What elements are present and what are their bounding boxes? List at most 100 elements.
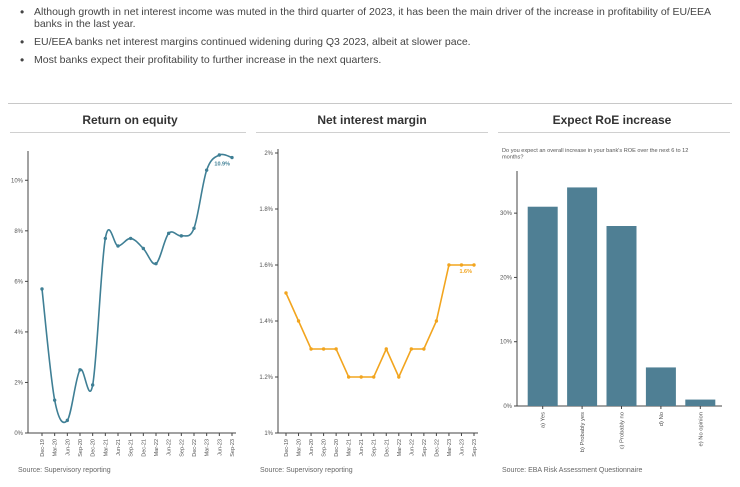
y-tick-label: 1% (264, 431, 273, 437)
y-tick-label: 1.2% (259, 375, 273, 381)
data-point (65, 418, 70, 423)
bullet-item: Most banks expect their profitability to… (14, 54, 730, 66)
data-point (154, 261, 158, 266)
data-point (397, 375, 401, 379)
data-point (52, 398, 57, 402)
data-point (78, 368, 82, 372)
x-tick-label: Jun-23 (459, 439, 465, 456)
data-point (217, 153, 222, 157)
x-tick-label: Sep-21 (372, 439, 378, 457)
y-tick-label: 1.4% (259, 319, 273, 325)
y-tick-label: 0% (503, 404, 512, 410)
x-tick-label: Dec-20 (91, 439, 97, 457)
x-tick-label: Dec-22 (434, 439, 440, 457)
data-point (90, 383, 95, 387)
x-tick-label: Mar-20 (53, 439, 59, 456)
x-tick-label: a) Yes (541, 412, 547, 428)
x-tick-label: Mar-20 (297, 439, 303, 456)
nim-chart-title: Net interest margin (317, 113, 427, 127)
y-tick-label: 10% (500, 340, 513, 346)
data-point (459, 263, 464, 267)
series-line (285, 264, 474, 379)
y-tick-label: 4% (14, 330, 23, 336)
roe-expectation-bar-chart: Do you expect an overall increase in you… (500, 148, 722, 452)
y-tick-label: 2% (14, 380, 23, 386)
section-divider (8, 103, 732, 104)
y-tick-label: 10% (11, 178, 24, 184)
x-tick-label: Dec-22 (192, 439, 198, 457)
y-tick-label: 8% (14, 229, 23, 235)
data-point (296, 319, 301, 323)
bar (685, 399, 716, 406)
data-point (472, 263, 476, 267)
data-point (116, 244, 120, 248)
x-tick-label: Sep-21 (129, 439, 135, 457)
x-tick-label: Mar-22 (397, 439, 403, 456)
data-point (204, 168, 209, 172)
data-point (447, 263, 451, 267)
roe-chart-title: Return on equity (82, 113, 178, 127)
nim-source-note: Source: Supervisory reporting (260, 467, 353, 474)
data-point (230, 155, 234, 160)
data-point (434, 319, 439, 323)
x-tick-label: Jun-20 (309, 439, 315, 456)
x-tick-label: e) No opinion (698, 412, 704, 446)
data-point (40, 287, 44, 291)
x-tick-label: Sep-20 (78, 439, 84, 457)
roe-expectation-title-rule (498, 132, 730, 133)
roe-line-chart: 0% 2% 4% 6% 8% 10% Dec-19 Mar-20 Jun-20 Sep-20 Dec… (11, 151, 236, 457)
data-point (128, 236, 133, 241)
bar (606, 226, 637, 406)
y-tick-label: 6% (14, 279, 23, 285)
y-tick-label: 1.8% (259, 207, 273, 213)
x-tick-label: Jun-22 (167, 439, 173, 456)
x-tick-label: Jun-22 (409, 439, 415, 456)
x-tick-label: Mar-23 (205, 439, 211, 456)
data-point (334, 347, 338, 351)
x-tick-label: Jun-21 (359, 439, 365, 456)
x-tick-label: Dec-19 (40, 439, 46, 457)
y-tick-label: 0% (14, 431, 23, 437)
y-tick-label: 30% (500, 211, 513, 217)
data-point (422, 347, 426, 351)
x-tick-label: Dec-21 (384, 439, 390, 457)
data-point (409, 347, 414, 351)
data-point (141, 246, 146, 251)
x-tick-label: Jun-23 (217, 439, 223, 456)
last-value-label: 10.9% (214, 162, 230, 168)
data-point (321, 347, 326, 351)
series-line (41, 153, 233, 424)
x-tick-label: Sep-22 (422, 439, 428, 457)
data-point (359, 375, 363, 379)
data-point (284, 291, 288, 295)
data-point (384, 347, 388, 351)
x-tick-label: Mar-23 (447, 439, 453, 456)
data-point (179, 234, 184, 238)
data-point (309, 347, 313, 351)
bullet-item: Although growth in net interest income w… (14, 6, 730, 30)
bar (645, 367, 676, 406)
x-tick-label: Sep-23 (472, 439, 478, 457)
bullet-list: Although growth in net interest income w… (14, 6, 730, 72)
roe-expectation-chart-title: Expect RoE increase (552, 113, 672, 127)
bullet-item: EU/EEA banks net interest margins contin… (14, 36, 730, 48)
bar (567, 187, 598, 406)
data-point (346, 375, 351, 379)
last-value-label: 1.6% (459, 269, 472, 275)
x-tick-label: b) Probably yes (580, 412, 586, 452)
x-tick-label: c) Probably no (620, 412, 626, 449)
data-point (166, 231, 171, 236)
y-tick-label: 20% (500, 275, 513, 281)
x-tick-label: Mar-21 (347, 439, 353, 456)
nim-line-chart: 1% 1.2% 1.4% 1.6% 1.8% 2% Dec-19 Mar-20 Jun-20 Se… (259, 149, 478, 457)
x-tick-label: Mar-21 (103, 439, 109, 456)
x-tick-label: Dec-20 (334, 439, 340, 457)
x-tick-label: Sep-20 (322, 439, 328, 457)
x-tick-label: Dec-19 (284, 439, 290, 457)
data-point (192, 226, 196, 230)
bar (527, 206, 558, 406)
data-point (103, 236, 108, 241)
y-tick-label: 2% (264, 151, 273, 157)
x-tick-label: Sep-22 (179, 439, 185, 457)
roe-title-rule (10, 132, 246, 133)
